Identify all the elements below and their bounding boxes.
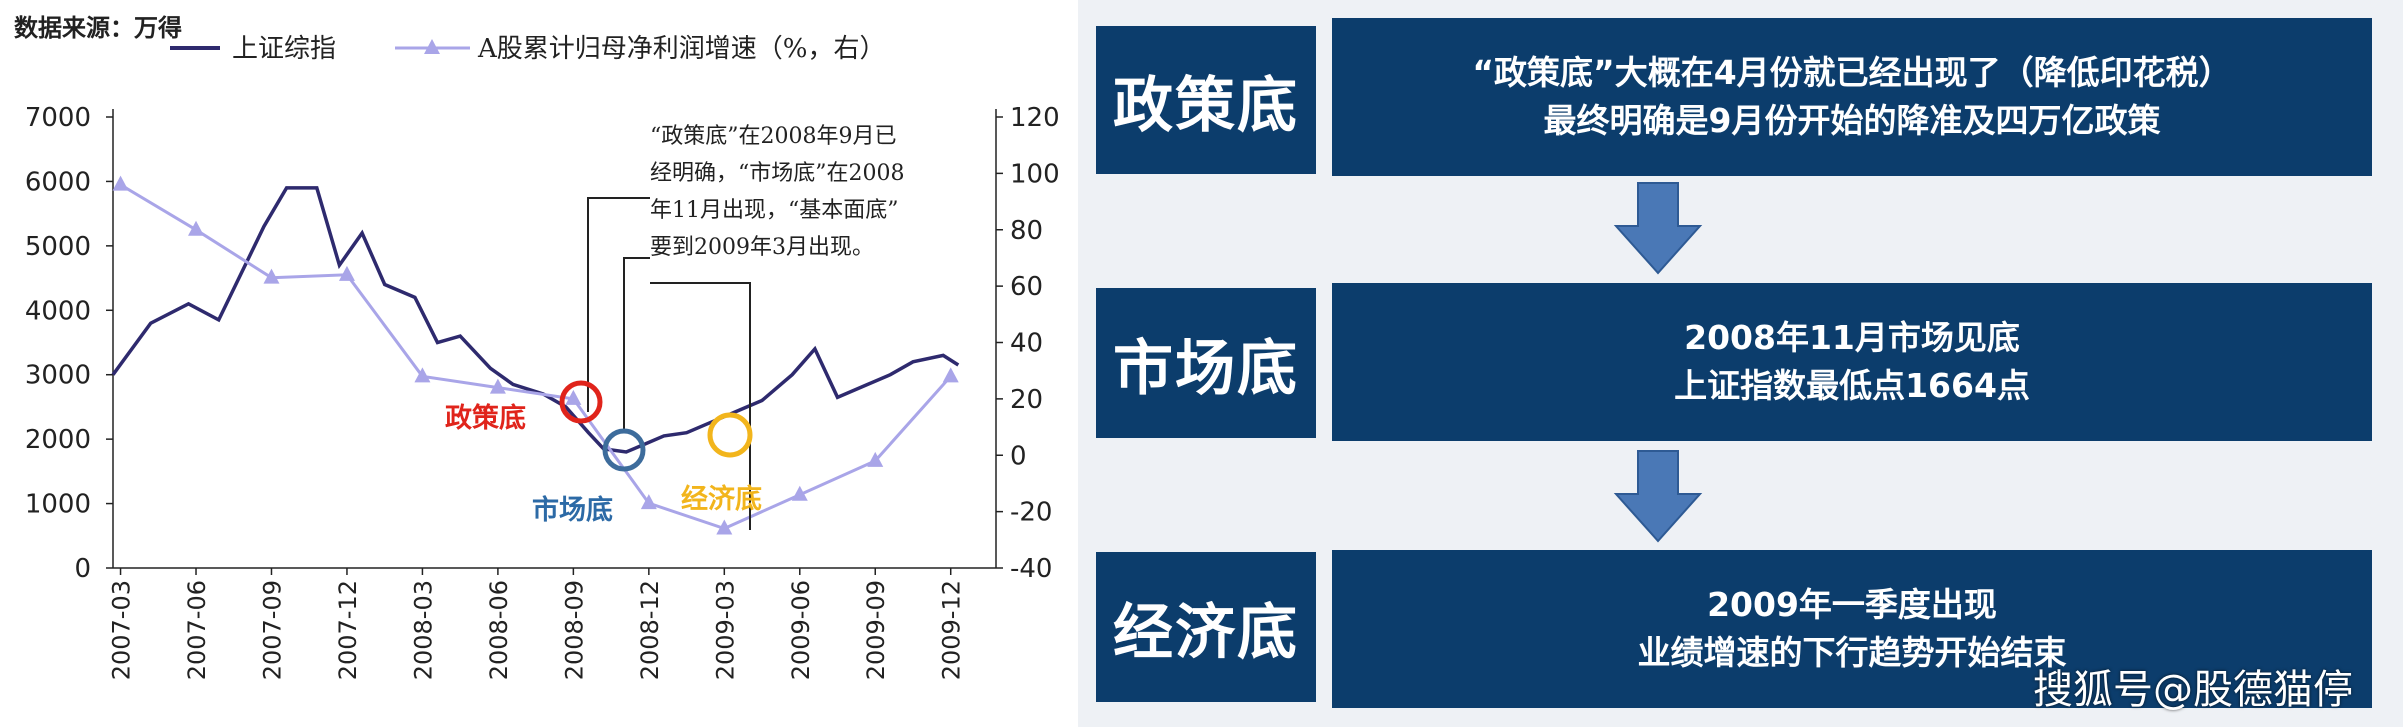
right-tick-label: 100 <box>1010 159 1060 189</box>
step-label-policy: 政策底 <box>1096 26 1316 174</box>
x-tick-label: 2007-06 <box>183 580 211 680</box>
right-tick-label: 40 <box>1010 329 1043 359</box>
step-text-economy-1: 2009年一季度出现 <box>1707 585 1997 624</box>
step-box-economy: 2009年一季度出现 业绩增速的下行趋势开始结束 <box>1332 550 2372 708</box>
profit-growth-point <box>867 451 884 467</box>
step-label-economy: 经济底 <box>1096 552 1316 702</box>
step-label-market: 市场底 <box>1096 288 1316 438</box>
left-tick-label: 5000 <box>25 232 91 262</box>
x-tick-label: 2009-12 <box>938 580 966 680</box>
step-box-policy: “政策底”大概在4月份就已经出现了（降低印花税） 最终明确是9月份开始的降准及四… <box>1332 18 2372 176</box>
right-tick-label: 120 <box>1010 103 1060 133</box>
policy-bottom-circle <box>559 380 603 424</box>
profit-growth-point <box>112 175 129 191</box>
x-tick-label: 2009-09 <box>862 580 890 680</box>
profit-growth-point <box>188 220 205 236</box>
profit-growth-point <box>716 519 733 535</box>
annotation-line: 要到2009年3月出现。 <box>650 235 874 260</box>
step-text-market-2: 上证指数最低点1664点 <box>1674 366 2030 405</box>
legend-profit-label: A股累计归母净利润增速（%，右） <box>477 34 885 64</box>
step-box-market: 2008年11月市场见底 上证指数最低点1664点 <box>1332 283 2372 441</box>
profit-growth-point <box>489 378 506 394</box>
down-arrow-icon <box>1613 450 1703 543</box>
step-text-policy-2: 最终明确是9月份开始的降准及四万亿政策 <box>1543 101 2161 140</box>
right-tick-label: 60 <box>1010 272 1043 302</box>
down-arrow-icon <box>1613 182 1703 275</box>
right-tick-label: 0 <box>1010 441 1027 471</box>
flow-panel: 政策底 “政策底”大概在4月份就已经出现了（降低印花税） 最终明确是9月份开始的… <box>1078 0 2403 727</box>
source-label: 数据来源：万得 <box>14 14 182 42</box>
right-tick-label: -20 <box>1010 498 1052 528</box>
x-tick-label: 2008-03 <box>409 580 437 680</box>
x-tick-label: 2007-12 <box>334 580 362 680</box>
market-bottom-label: 市场底 <box>532 494 613 526</box>
x-tick-label: 2007-09 <box>258 580 286 680</box>
step-text-economy-2: 业绩增速的下行趋势开始结束 <box>1637 633 2067 672</box>
right-tick-label: -40 <box>1010 554 1052 584</box>
left-tick-label: 7000 <box>25 103 91 133</box>
left-tick-label: 2000 <box>25 425 91 455</box>
market-bottom-circle <box>602 428 646 472</box>
x-tick-label: 2009-03 <box>711 580 739 680</box>
x-tick-label: 2009-06 <box>787 580 815 680</box>
legend-profit-marker <box>424 39 440 54</box>
economy-bottom-circle <box>707 412 753 458</box>
left-tick-label: 4000 <box>25 296 91 326</box>
profit-growth-point <box>640 494 657 510</box>
x-tick-label: 2008-06 <box>485 580 513 680</box>
left-tick-label: 0 <box>74 554 91 584</box>
right-tick-label: 80 <box>1010 216 1043 246</box>
profit-growth-point <box>263 268 280 284</box>
x-tick-label: 2008-09 <box>560 580 588 680</box>
profit-growth-line <box>119 183 952 531</box>
chart-panel: 数据来源：万得 0 1000 2000 3000 4000 5000 6000 7000 -40… <box>0 0 1078 727</box>
annotation-line: “政策底”在2008年9月已 <box>650 124 896 149</box>
legend-index-label: 上证综指 <box>232 34 336 64</box>
profit-growth-point <box>942 367 959 383</box>
profit-growth-point <box>414 367 431 383</box>
profit-growth-point <box>565 389 582 405</box>
economy-leader-line <box>650 282 751 530</box>
policy-bottom-label: 政策底 <box>445 402 526 434</box>
right-tick-label: 20 <box>1010 385 1043 415</box>
watermark: 搜狐号@股德猫停 <box>2033 667 2353 713</box>
market-leader-line <box>623 257 650 430</box>
left-tick-label: 1000 <box>25 490 91 520</box>
step-text-policy-1: “政策底”大概在4月份就已经出现了（降低印花税） <box>1472 53 2232 92</box>
x-tick-label: 2008-12 <box>636 580 664 680</box>
x-tick-label: 2007-03 <box>108 580 136 680</box>
index-line <box>111 186 960 454</box>
profit-growth-point <box>791 485 808 501</box>
policy-leader-line <box>587 197 650 412</box>
step-text-market-1: 2008年11月市场见底 <box>1684 318 2020 357</box>
profit-growth-point <box>338 265 355 281</box>
economy-bottom-label: 经济底 <box>681 483 762 515</box>
left-tick-label: 3000 <box>25 361 91 391</box>
chart-svg: 0 1000 2000 3000 4000 5000 6000 7000 -40 -20 0 20 40… <box>25 34 1060 680</box>
annotation-line: 经明确，“市场底”在2008 <box>650 161 904 186</box>
left-tick-label: 6000 <box>25 167 91 197</box>
annotation-line: 年11月出现，“基本面底” <box>650 198 899 223</box>
